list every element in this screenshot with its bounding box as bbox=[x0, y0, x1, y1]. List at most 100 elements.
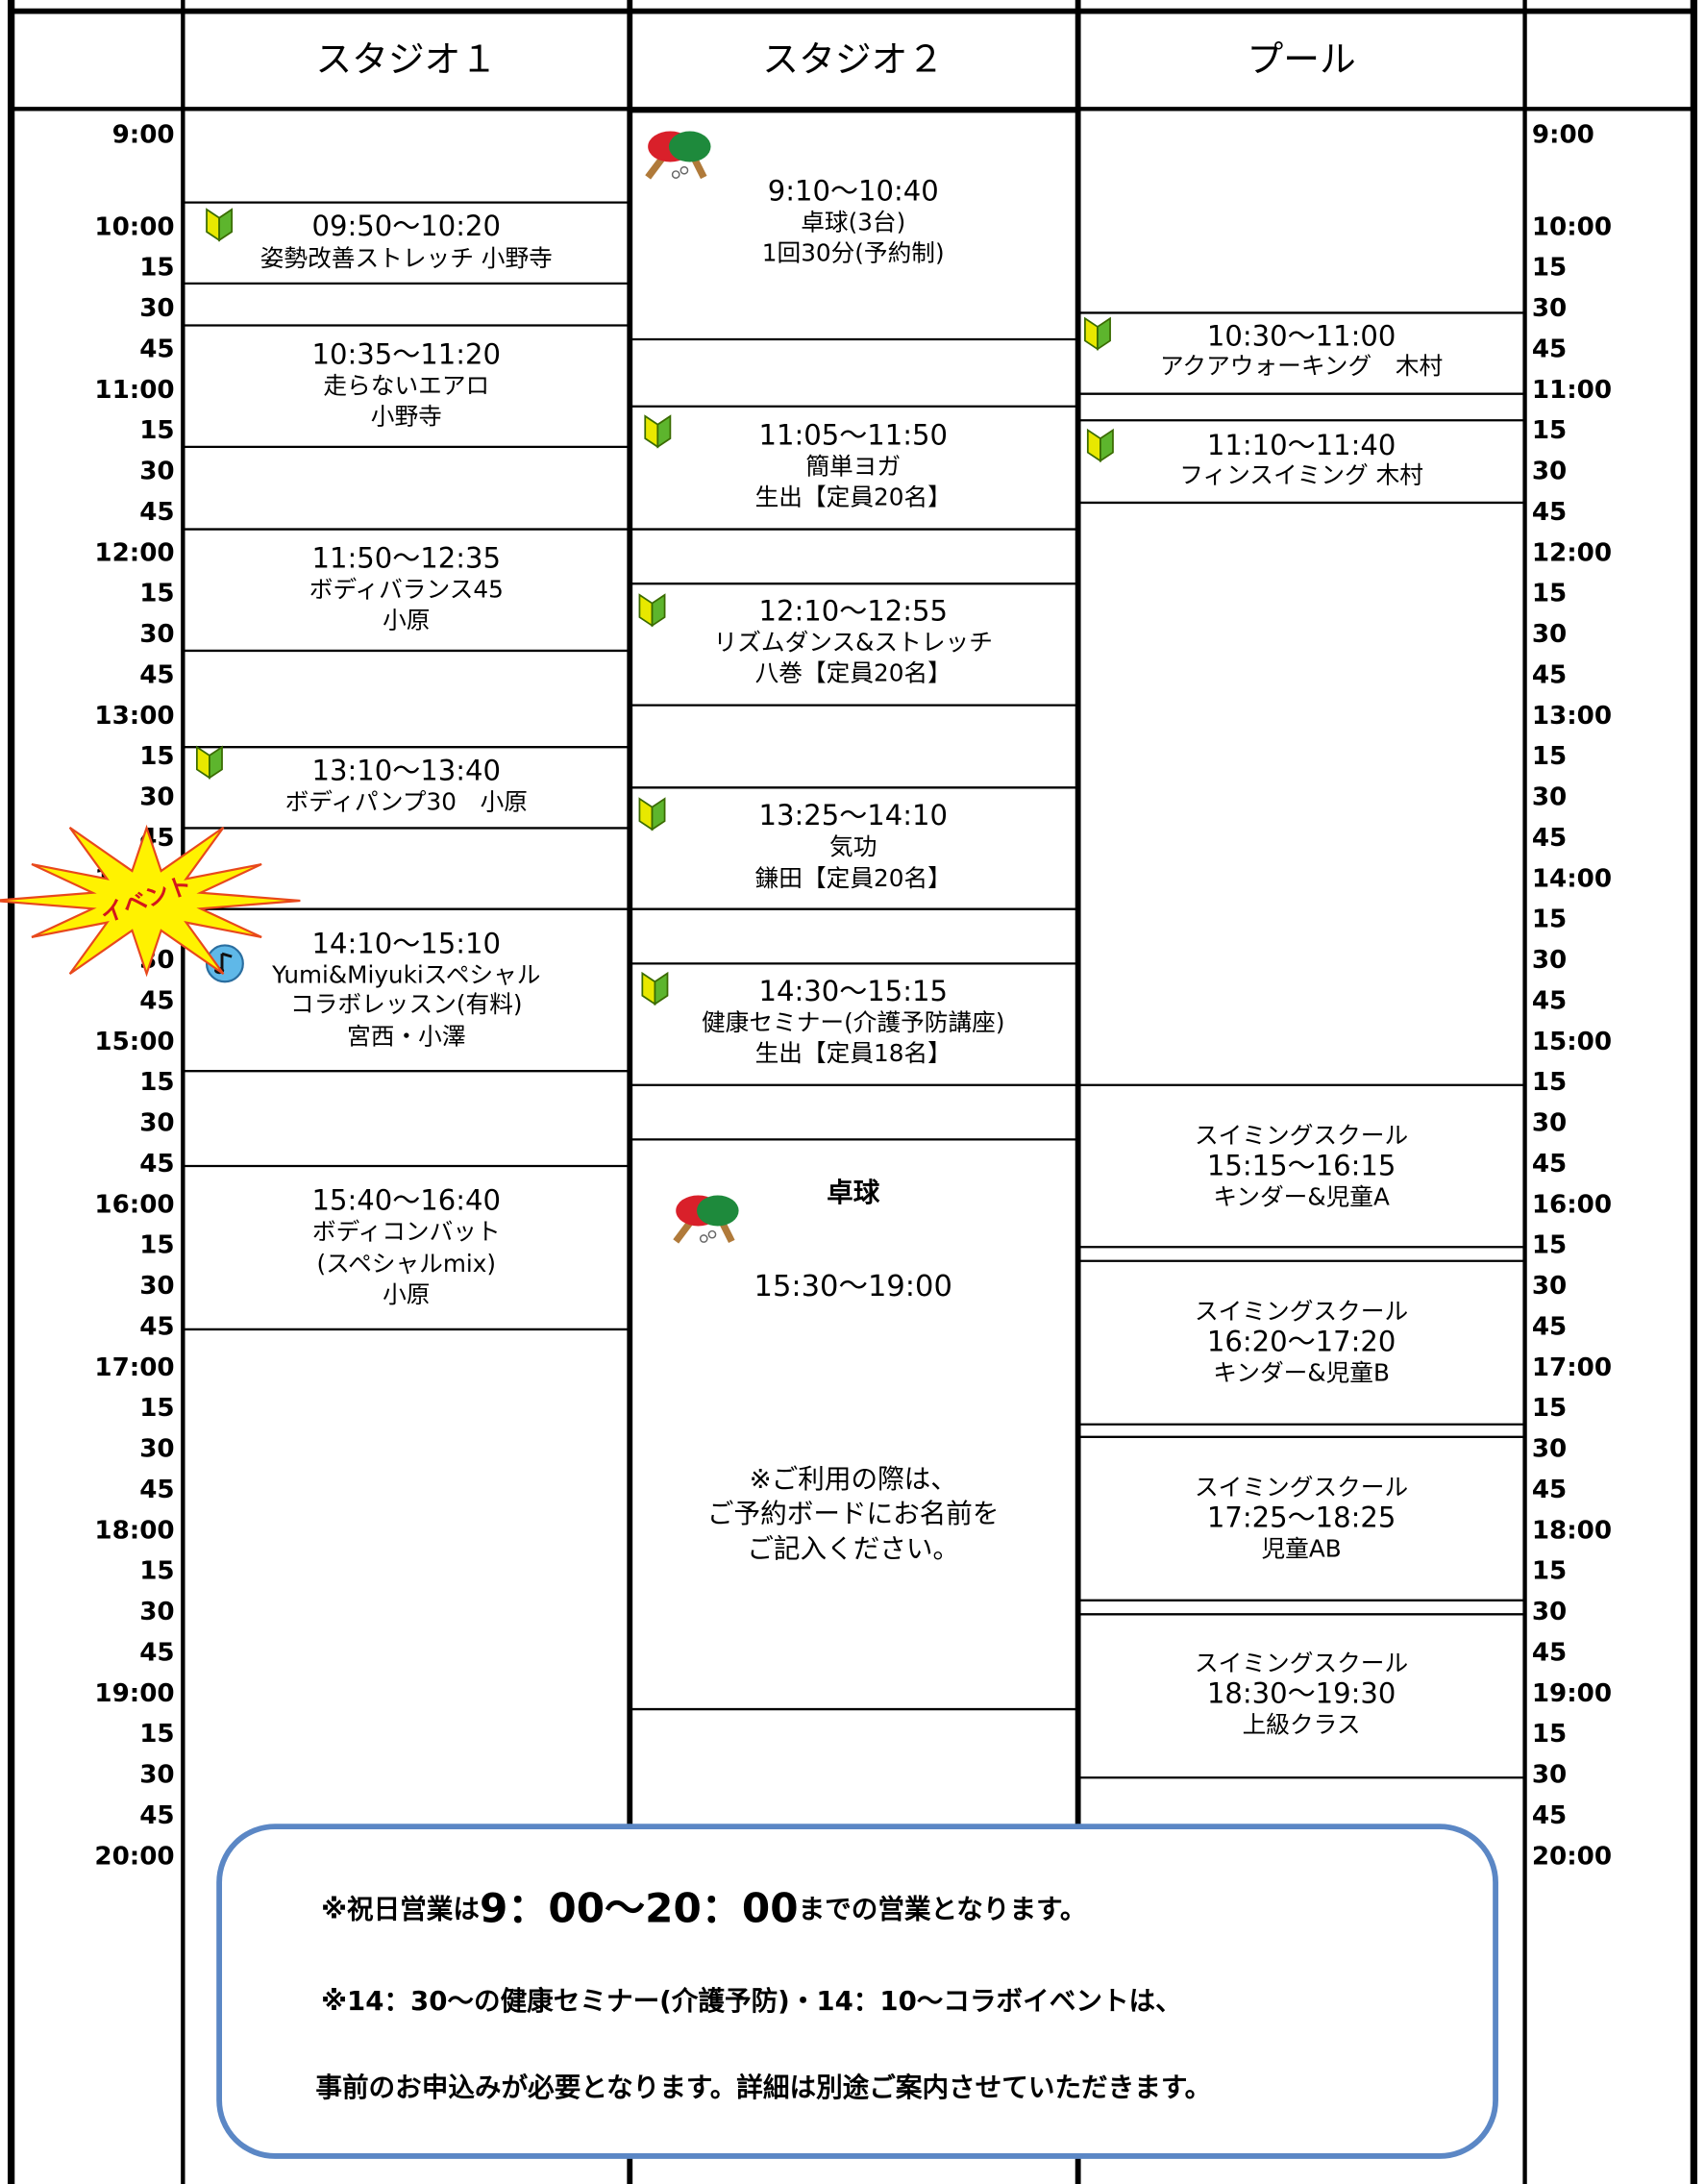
time-label: 30 bbox=[1532, 1598, 1567, 1626]
time-label: 19:00 bbox=[94, 1679, 174, 1708]
time-label: 11:00 bbox=[1532, 376, 1612, 405]
time-label: 18:00 bbox=[1532, 1516, 1612, 1545]
notice-text: ※祝日営業は bbox=[321, 1893, 480, 1924]
event-text: キンダー&児童A bbox=[1213, 1182, 1390, 1210]
time-label: 30 bbox=[1532, 1109, 1567, 1138]
time-label: 18:00 bbox=[94, 1516, 174, 1545]
event-text: 児童AB bbox=[1262, 1534, 1342, 1562]
notice-line: ※14：30〜の健康セミナー(介護予防)・14：10〜コラボイベントは、 bbox=[321, 1985, 1182, 2017]
time-label: 15 bbox=[139, 254, 174, 283]
event-text: 18:30～19:30 bbox=[1207, 1677, 1396, 1710]
event-text: 小原 bbox=[383, 606, 430, 633]
time-label: 45 bbox=[1532, 498, 1567, 527]
time-label: 17:00 bbox=[1532, 1353, 1612, 1382]
time-label: 30 bbox=[139, 620, 174, 649]
time-label: 45 bbox=[1532, 660, 1567, 689]
time-label: 15 bbox=[139, 416, 174, 445]
time-label: 15 bbox=[1532, 742, 1567, 771]
time-label: 15:00 bbox=[1532, 1028, 1612, 1056]
event-text: コラボレッスン(有料) bbox=[290, 990, 522, 1018]
column-header: プール bbox=[1247, 37, 1355, 80]
time-label: 10:00 bbox=[1532, 212, 1612, 241]
time-label: 15 bbox=[139, 742, 174, 771]
time-label: 30 bbox=[1532, 946, 1567, 975]
event-text: 16:20～17:20 bbox=[1207, 1325, 1396, 1357]
time-label: 15 bbox=[139, 1231, 174, 1260]
time-label: 20:00 bbox=[1532, 1842, 1612, 1871]
time-label: 30 bbox=[1532, 1435, 1567, 1464]
time-label: 30 bbox=[139, 1272, 174, 1301]
time-label: 13:00 bbox=[94, 702, 174, 731]
time-label: 14:00 bbox=[1532, 864, 1612, 893]
event-text: 13:10～13:40 bbox=[312, 754, 501, 786]
time-label: 13:00 bbox=[1532, 702, 1612, 731]
event-text: ご予約ボードにお名前を bbox=[707, 1498, 1000, 1529]
event-text: 卓球 bbox=[827, 1177, 880, 1208]
time-label: 20:00 bbox=[94, 1842, 174, 1871]
time-label: 45 bbox=[1532, 1638, 1567, 1667]
event-text: 15:40～16:40 bbox=[312, 1184, 501, 1217]
notice-box bbox=[216, 1824, 1498, 2159]
event-text: スイミングスクール bbox=[1195, 1474, 1408, 1502]
time-label: 15 bbox=[1532, 1720, 1567, 1749]
event-text: 卓球(3台) bbox=[801, 208, 905, 236]
time-label: 30 bbox=[1532, 294, 1567, 323]
event-text: 宮西・小澤 bbox=[347, 1022, 465, 1050]
time-label: 45 bbox=[139, 498, 174, 527]
time-label: 30 bbox=[1532, 1761, 1567, 1790]
event-text: 12:10～12:55 bbox=[758, 595, 947, 628]
time-label: 16:00 bbox=[1532, 1190, 1612, 1219]
time-label: 19:00 bbox=[1532, 1679, 1612, 1708]
time-label: 15 bbox=[139, 1720, 174, 1749]
time-label: 15 bbox=[139, 1557, 174, 1586]
time-label: 45 bbox=[139, 1476, 174, 1504]
event-text: 生出【定員18名】 bbox=[755, 1039, 951, 1067]
notice-hours: 9：00〜20：00 bbox=[480, 1884, 799, 1931]
time-label: 15 bbox=[139, 1394, 174, 1423]
event-text: 気功 bbox=[829, 832, 877, 860]
time-label: 45 bbox=[139, 986, 174, 1015]
time-label: 30 bbox=[139, 1109, 174, 1138]
time-label: 15 bbox=[1532, 580, 1567, 608]
time-label: 45 bbox=[139, 1638, 174, 1667]
time-label: 45 bbox=[1532, 986, 1567, 1015]
event-text: 09:50～10:20 bbox=[312, 210, 501, 242]
time-label: 12:00 bbox=[94, 538, 174, 567]
time-label: 45 bbox=[1532, 1801, 1567, 1830]
event-text: 11:50～12:35 bbox=[312, 542, 501, 575]
time-label: 17:00 bbox=[94, 1353, 174, 1382]
event-text: ※ご利用の際は、 bbox=[750, 1463, 957, 1495]
event-text: 14:10～15:10 bbox=[312, 927, 501, 959]
badge-star bbox=[0, 824, 301, 978]
notice-text: までの営業となります。 bbox=[799, 1893, 1087, 1924]
time-label: 30 bbox=[139, 1435, 174, 1464]
event-text: 鎌田【定員20名】 bbox=[755, 864, 951, 892]
event-text: リズムダンス&ストレッチ bbox=[714, 629, 993, 657]
event-text: 9:10～10:40 bbox=[768, 174, 939, 207]
column-header: スタジオ２ bbox=[762, 37, 944, 80]
event-text: 15:30～19:00 bbox=[754, 1270, 952, 1303]
event-text: ボディコンバット bbox=[312, 1218, 501, 1246]
event-text: スイミングスクール bbox=[1195, 1298, 1408, 1326]
event-text: ご記入ください。 bbox=[747, 1532, 959, 1564]
time-label: 15 bbox=[139, 580, 174, 608]
time-label: 15 bbox=[1532, 1231, 1567, 1260]
notice-line: 事前のお申込みが必要となります。詳細は別途ご案内させていただきます。 bbox=[315, 2072, 1211, 2103]
time-label: 45 bbox=[139, 335, 174, 363]
time-label: 11:00 bbox=[94, 376, 174, 405]
time-label: 45 bbox=[1532, 1150, 1567, 1179]
time-label: 9:00 bbox=[1532, 120, 1594, 149]
time-label: 30 bbox=[1532, 783, 1567, 812]
time-label: 45 bbox=[139, 1312, 174, 1341]
time-label: 15:00 bbox=[94, 1028, 174, 1056]
event-text: アクアウォーキング 木村 bbox=[1160, 352, 1443, 380]
event-text: キンダー&児童B bbox=[1213, 1358, 1390, 1386]
time-label: 15 bbox=[1532, 1394, 1567, 1423]
event-text: 生出【定員20名】 bbox=[755, 484, 951, 511]
event-text: 1回30分(予約制) bbox=[762, 238, 945, 266]
notice-line: ※祝日営業は9：00〜20：00までの営業となります。 bbox=[321, 1884, 1086, 1931]
event-text: 簡単ヨガ bbox=[805, 453, 901, 481]
time-label: 45 bbox=[139, 1801, 174, 1830]
